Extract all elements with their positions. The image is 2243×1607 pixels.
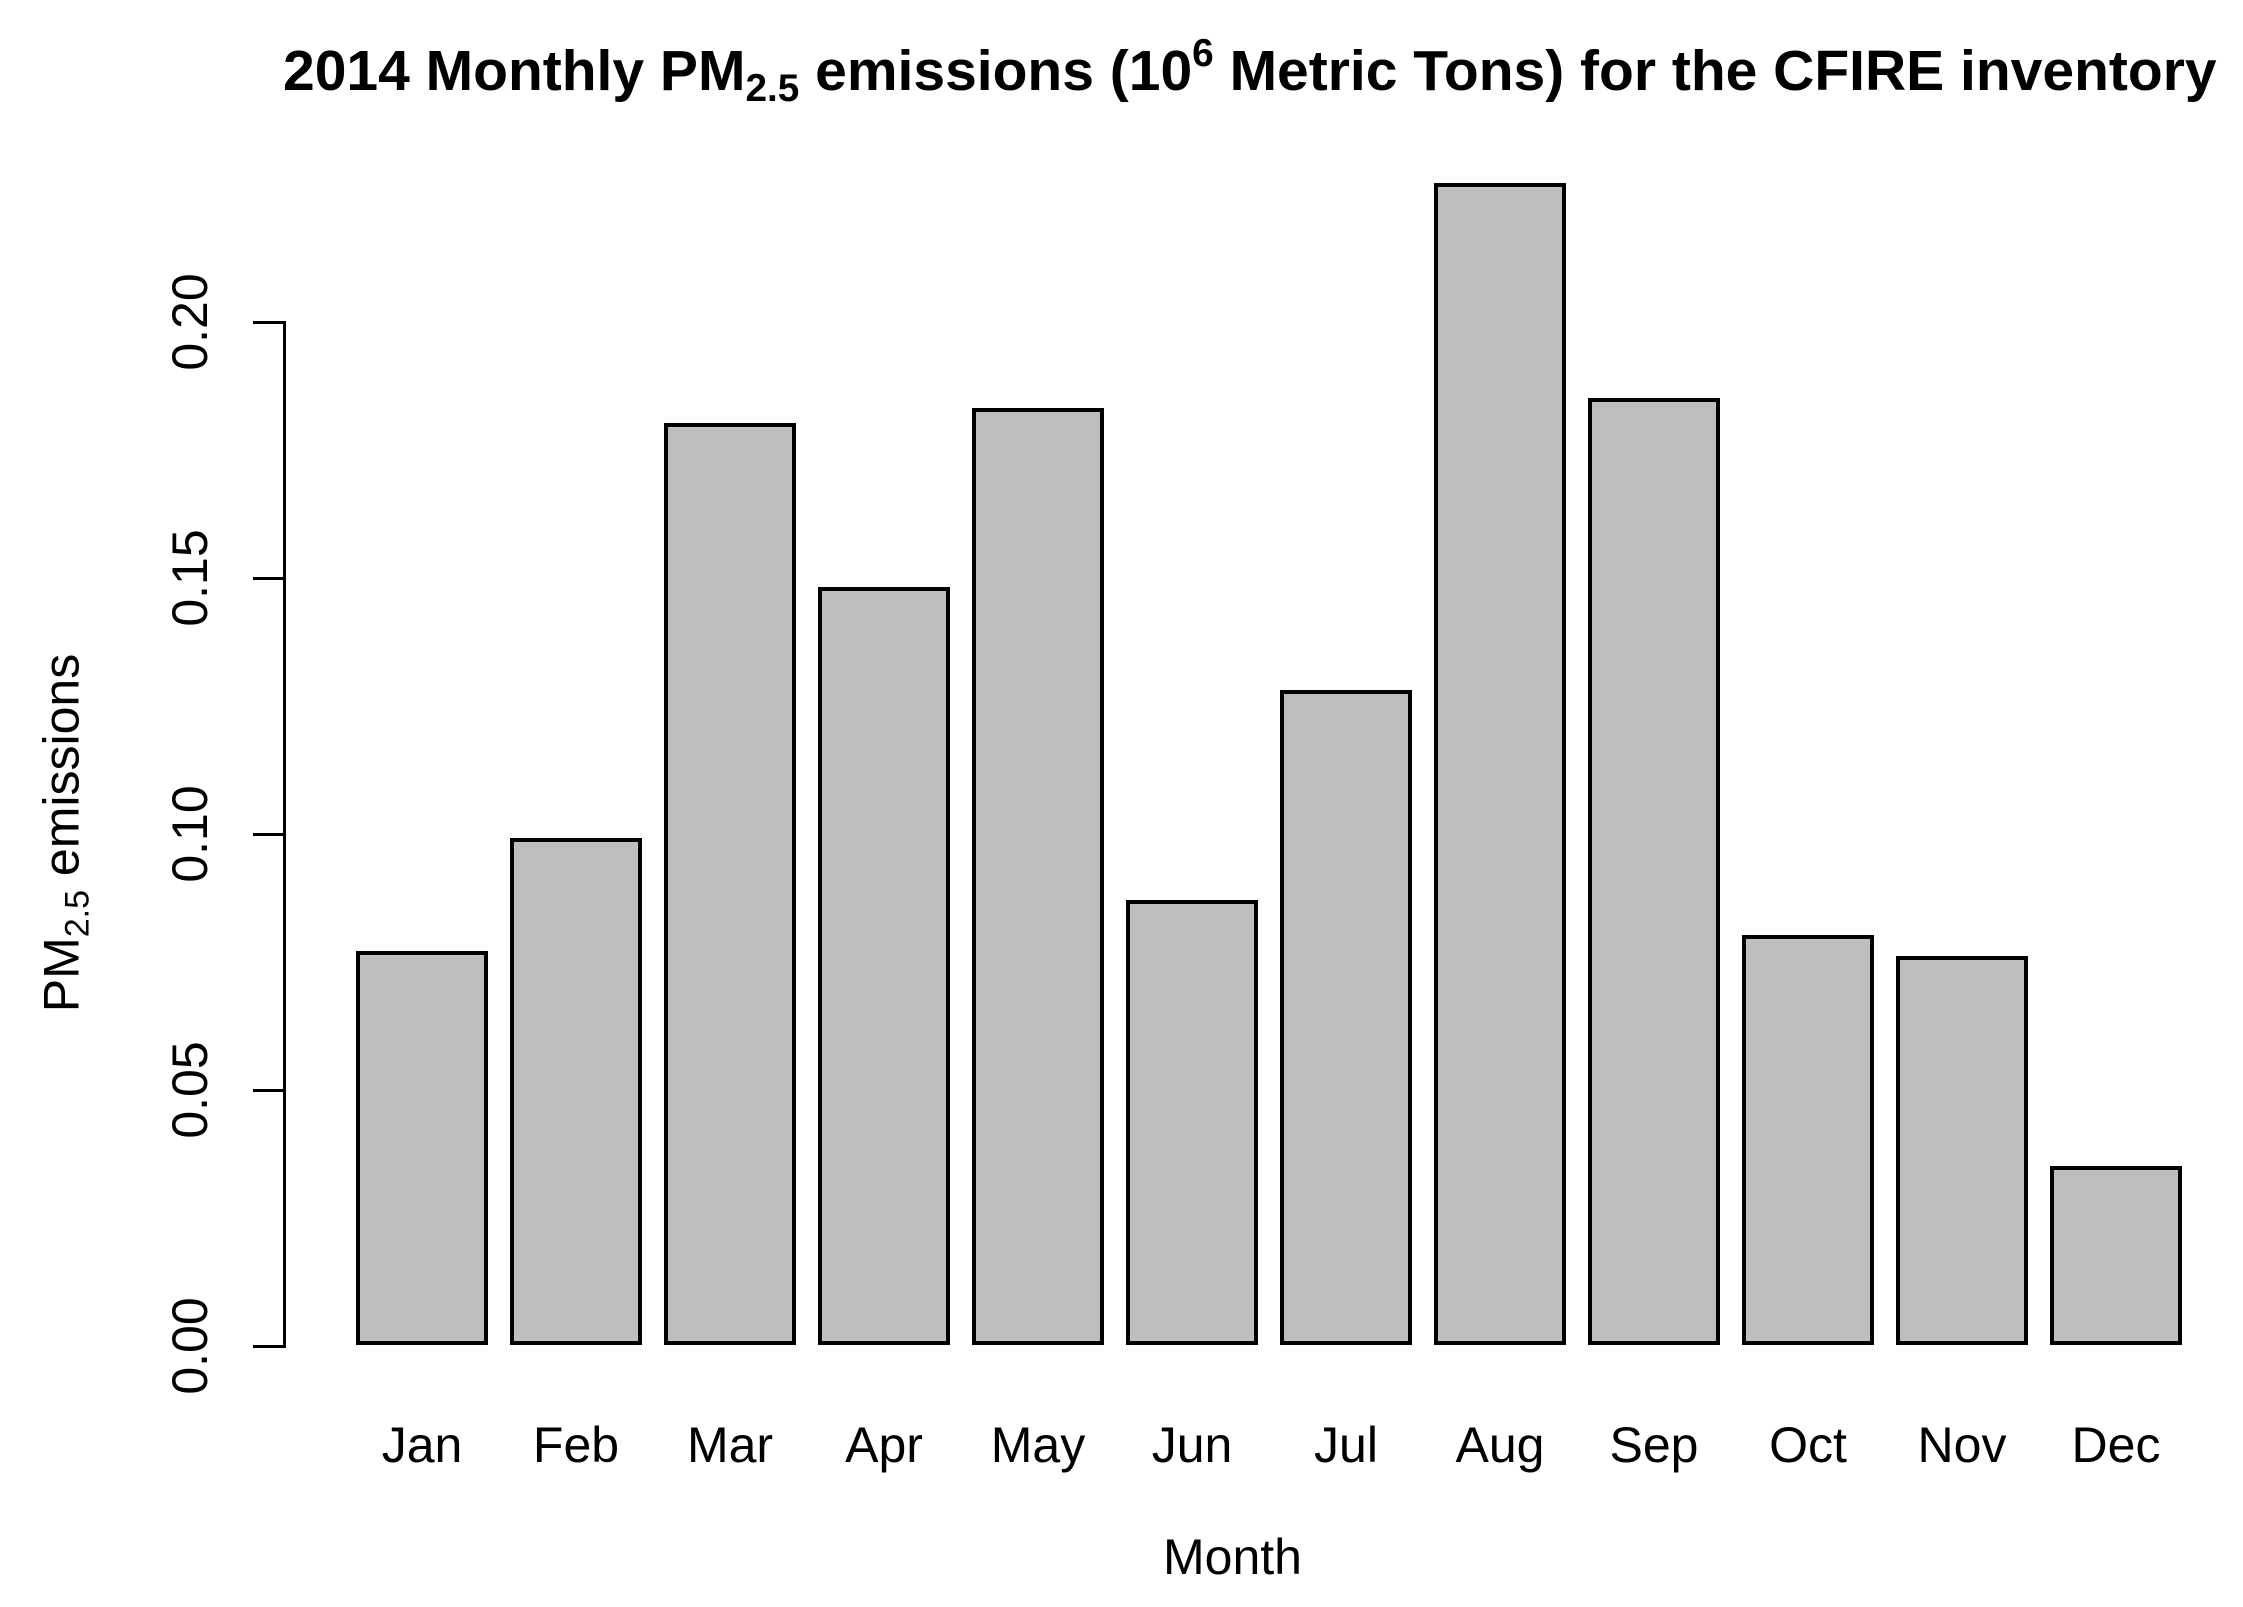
chart-title-segment: 6 (1192, 32, 1214, 75)
chart-title: 2014 Monthly PM2.5 emissions (106 Metric… (283, 32, 2217, 111)
y-axis-title-segment: PM (33, 937, 90, 1013)
x-category-label: Dec (2071, 1417, 2161, 1473)
x-category-label: Aug (1455, 1417, 1545, 1473)
y-tick (253, 321, 283, 324)
x-category-label: Jan (381, 1417, 463, 1473)
bar-dec (2050, 1166, 2182, 1345)
x-category-label: Sep (1609, 1417, 1699, 1473)
x-axis-title: Month (1163, 1529, 1302, 1585)
y-tick-label: 0.00 (162, 1297, 218, 1395)
y-tick (253, 833, 283, 836)
bar-aug (1434, 183, 1566, 1345)
chart-title-segment: emissions (10 (799, 39, 1193, 104)
x-category-label: Nov (1917, 1417, 2007, 1473)
bar-sep (1588, 398, 1720, 1345)
y-tick-label: 0.20 (162, 273, 218, 371)
y-tick (253, 1345, 283, 1348)
bar-feb (510, 838, 642, 1345)
y-axis-title-segment: emissions (33, 653, 90, 890)
bar-jan (356, 951, 488, 1345)
x-category-label: Oct (1769, 1417, 1847, 1473)
bar-nov (1896, 956, 2028, 1345)
y-axis-line (283, 321, 286, 1348)
bar-may (972, 408, 1104, 1345)
y-tick (253, 1089, 283, 1092)
y-axis-title-segment: 2.5 (58, 889, 97, 938)
chart-title-segment: 2014 Monthly PM (283, 39, 746, 104)
y-tick (253, 577, 283, 580)
x-category-label: Jun (1151, 1417, 1233, 1473)
chart-title-segment: 2.5 (745, 66, 800, 110)
bar-jul (1280, 690, 1412, 1345)
x-category-label: Mar (686, 1417, 774, 1473)
y-tick-label: 0.10 (162, 785, 218, 883)
x-category-label: May (990, 1417, 1086, 1473)
bar-mar (664, 423, 796, 1345)
x-category-label: Feb (532, 1417, 620, 1473)
y-tick-label: 0.15 (162, 529, 218, 627)
x-category-label: Apr (845, 1417, 923, 1473)
chart-title-segment: Metric Tons) for the CFIRE inventory (1213, 39, 2217, 104)
bar-oct (1742, 935, 1874, 1345)
y-axis-title: PM2.5 emissions (33, 654, 98, 1012)
bar-jun (1126, 900, 1258, 1345)
bar-apr (818, 587, 950, 1345)
x-category-label: Jul (1314, 1417, 1378, 1473)
y-tick-label: 0.05 (162, 1041, 218, 1139)
